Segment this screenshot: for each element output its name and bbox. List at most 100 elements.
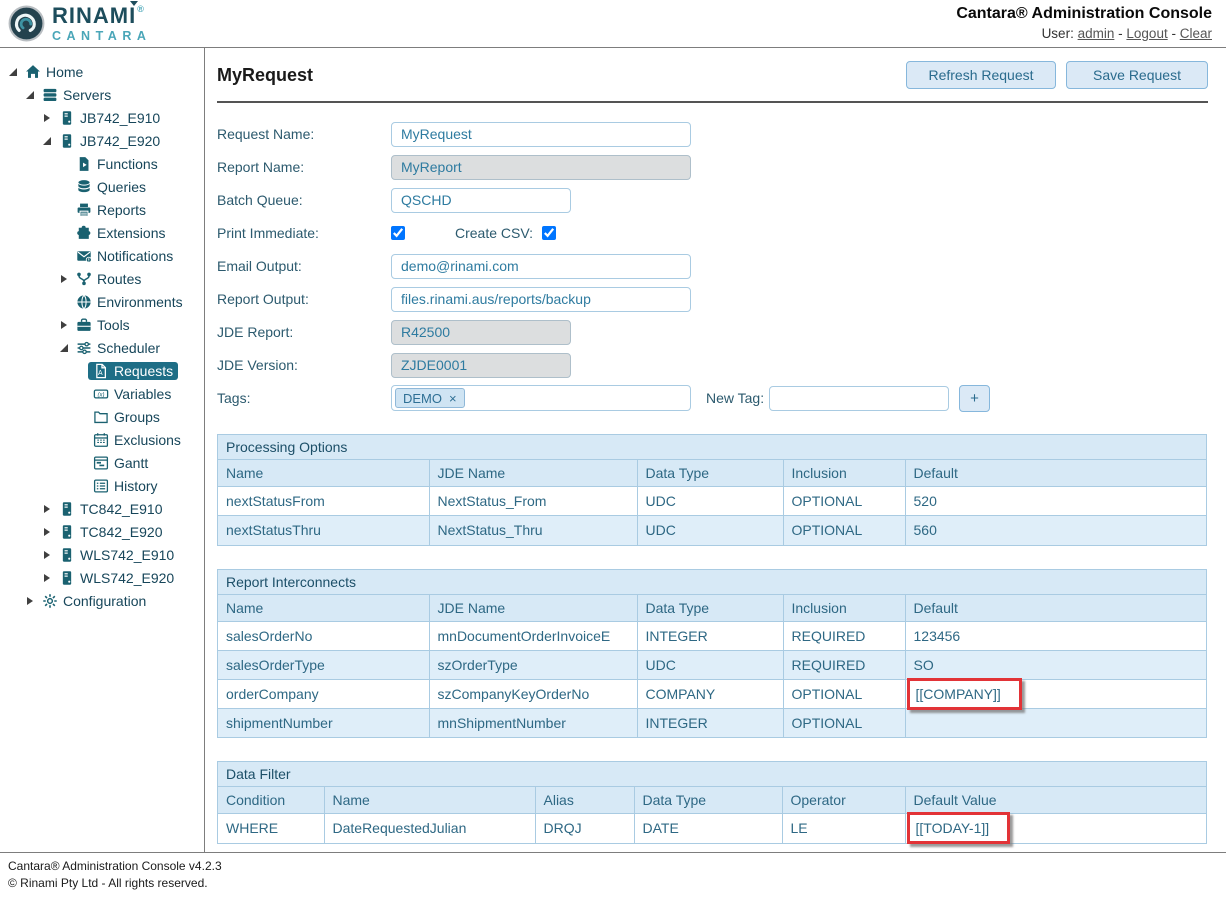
sidebar-item-configuration[interactable]: Configuration [0,589,204,612]
cell-value: 560 [913,522,937,539]
user-name-link[interactable]: admin [1077,26,1115,42]
remove-tag-icon[interactable]: × [449,390,457,406]
caret-collapsed-icon[interactable] [23,596,37,605]
caret-collapsed-icon[interactable] [40,573,54,582]
tree-node[interactable]: Extensions [71,224,170,242]
batch-queue-label: Batch Queue: [217,192,303,208]
sidebar-item-jb742-e920[interactable]: JB742_E920 [0,129,204,152]
report-output-input[interactable] [391,286,691,312]
caret-collapsed-icon[interactable] [40,527,54,536]
sidebar-item-wls742-e910[interactable]: WLS742_E910 [0,543,204,566]
tree-node[interactable]: TC842_E920 [54,523,168,541]
table-cell: orderCompany [218,678,430,709]
table-cell: COMPANY [636,678,784,709]
sidebar-item-functions[interactable]: Functions [0,152,204,175]
sidebar-item-label: Groups [114,408,160,425]
sidebar-item-label: WLS742_E910 [80,546,175,563]
caret-expanded-icon[interactable] [40,136,54,145]
sidebar-item-tc842-e920[interactable]: TC842_E920 [0,520,204,543]
new-tag-input[interactable] [769,385,949,411]
cell-value: NextStatus_Thru [437,522,543,539]
sidebar-item-exclusions[interactable]: Exclusions [0,428,204,451]
sidebar-item-extensions[interactable]: Extensions [0,221,204,244]
email-output-input[interactable] [391,253,691,279]
sidebar-item-tc842-e910[interactable]: TC842_E910 [0,497,204,520]
tree-node[interactable]: Routes [71,270,146,288]
tree-node[interactable]: WLS742_E910 [54,546,179,564]
table-row: nextStatusThru NextStatus_Thru UDC OPTIONAL… [218,515,1206,545]
tree-node[interactable]: Queries [71,178,151,196]
sidebar-item-variables[interactable]: (x) Variables [0,382,204,405]
tree-node[interactable]: Tools [71,316,135,334]
table-title: Report Interconnects [218,569,1206,595]
configuration-icon [42,593,58,609]
request-name-input[interactable] [391,121,691,147]
caret-collapsed-icon[interactable] [40,504,54,513]
sidebar-item-queries[interactable]: Queries [0,175,204,198]
tree-node[interactable]: Functions [71,155,163,173]
caret-expanded-icon[interactable] [23,90,37,99]
sidebar-item-groups[interactable]: Groups [0,405,204,428]
sidebar-item-home[interactable]: Home [0,60,204,83]
sidebar-item-requests[interactable]: A Requests [0,359,204,382]
home-icon [25,64,41,80]
logo-sub-text: CANTARA [52,28,152,43]
sidebar-item-history[interactable]: History [0,474,204,497]
tags-input-box[interactable]: DEMO × [391,385,691,411]
tree-node[interactable]: TC842_E910 [54,500,168,518]
sidebar-item-tools[interactable]: Tools [0,313,204,336]
sidebar-item-reports[interactable]: Reports [0,198,204,221]
sidebar-item-notifications[interactable]: Notifications [0,244,204,267]
tree-node[interactable]: Environments [71,293,188,311]
tree-node[interactable]: Reports [71,201,151,219]
sidebar-item-routes[interactable]: Routes [0,267,204,290]
add-tag-button[interactable]: + [959,384,990,412]
tree-node[interactable]: WLS742_E920 [54,569,179,587]
sidebar-item-environments[interactable]: Environments [0,290,204,313]
report-name-label: Report Name: [217,159,305,175]
tree-node[interactable]: JB742_E910 [54,109,165,127]
tree-node[interactable]: Servers [37,86,116,104]
save-request-button[interactable]: Save Request [1066,61,1208,89]
rinami-logo-icon [8,5,45,42]
create-csv-checkbox[interactable] [542,226,557,240]
page-title: MyRequest [217,65,314,85]
column-header-data-type: Data Type [636,594,784,622]
table-row: WHERE DateRequestedJulian DRQJ DATE LE [[TODA… [218,812,1206,845]
caret-expanded-icon[interactable] [57,343,71,352]
logout-link[interactable]: Logout [1126,26,1168,42]
tree-node[interactable]: (x) Variables [88,385,176,403]
caret-expanded-icon[interactable] [6,67,20,76]
jde-version-row: JDE Version: [217,352,1208,378]
table-title: Processing Options [218,435,1206,460]
caret-collapsed-icon[interactable] [57,320,71,329]
caret-collapsed-icon[interactable] [57,274,71,283]
clear-link[interactable]: Clear [1179,26,1212,42]
tree-node[interactable]: Scheduler [71,339,165,357]
sidebar-item-servers[interactable]: Servers [0,83,204,106]
registered-mark: ® [137,3,145,14]
print-immediate-checkbox[interactable] [391,226,405,240]
column-header-name: Name [218,460,430,487]
batch-queue-input[interactable] [391,187,571,213]
sidebar-item-label: TC842_E910 [80,500,163,517]
tree-node[interactable]: History [88,477,163,495]
refresh-request-button[interactable]: Refresh Request [906,61,1056,89]
sidebar-item-wls742-e920[interactable]: WLS742_E920 [0,566,204,589]
servers-icon [42,87,58,103]
caret-collapsed-icon[interactable] [40,113,54,122]
tree-node[interactable]: Home [20,63,88,81]
sidebar-item-jb742-e910[interactable]: JB742_E910 [0,106,204,129]
tree-node[interactable]: Notifications [71,247,178,265]
caret-collapsed-icon[interactable] [40,550,54,559]
tree-node[interactable]: Exclusions [88,431,186,449]
tree-node[interactable]: JB742_E920 [54,132,165,150]
table-header-row: Name JDE Name Data Type Inclusion Default [218,594,1206,622]
tree-node[interactable]: Gantt [88,454,153,472]
app-body: Home Servers JB742_E910 JB742_E920 Functions… [0,48,1226,852]
tree-node[interactable]: A Requests [88,361,179,380]
sidebar-item-gantt[interactable]: Gantt [0,451,204,474]
tree-node[interactable]: Groups [88,408,165,426]
tree-node[interactable]: Configuration [37,592,151,610]
sidebar-item-scheduler[interactable]: Scheduler [0,336,204,359]
